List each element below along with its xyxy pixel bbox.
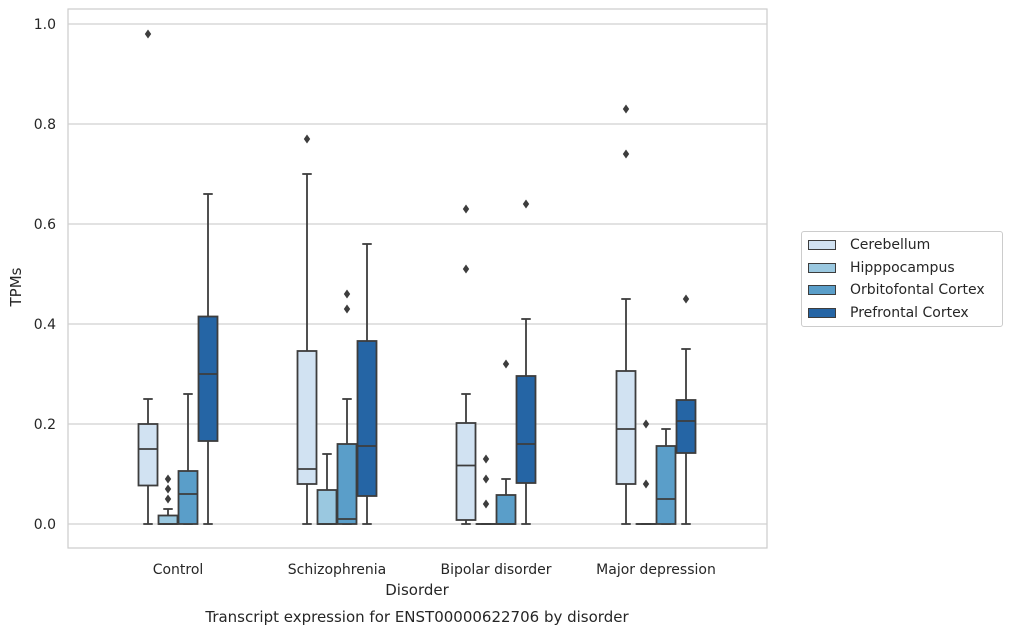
x-axis-ticks: Control Schizophrenia Bipolar disorder Majo… — [153, 562, 716, 578]
y-axis-ticks: 0.0 0.2 0.4 0.6 0.8 1.0 — [34, 17, 56, 533]
x-tick-label: Control — [153, 562, 204, 578]
box-prefrontal-cortex — [515, 199, 537, 525]
legend-swatch — [808, 240, 836, 250]
box-prefrontal-cortex — [356, 243, 378, 525]
box-iqr — [316, 489, 338, 525]
outlier-point — [622, 149, 630, 159]
outlier-point — [622, 104, 630, 114]
box-prefrontal-cortex — [675, 294, 697, 525]
box-hipppocampus — [475, 454, 497, 525]
box-iqr — [515, 375, 537, 484]
chart-caption: Transcript expression for ENST0000062270… — [204, 608, 629, 626]
box-iqr — [296, 350, 318, 485]
legend-item: Orbitofontal Cortex — [808, 280, 985, 300]
outlier-point — [343, 289, 351, 299]
box-iqr — [455, 422, 477, 521]
outlier-point — [682, 294, 690, 304]
box-iqr — [495, 494, 517, 525]
outlier-point — [164, 474, 172, 484]
box-orbitofontal-cortex — [655, 428, 677, 525]
box-iqr — [655, 445, 677, 525]
outlier-point — [642, 419, 650, 429]
legend-swatch — [808, 262, 836, 273]
outlier-point — [462, 264, 470, 274]
y-tick-label: 0.8 — [34, 117, 56, 133]
box-hipppocampus — [316, 453, 338, 525]
y-axis-label: TPMs — [7, 267, 25, 307]
legend-item: Cerebellum — [808, 235, 930, 255]
x-axis-label: Disorder — [385, 581, 449, 599]
legend-label: Cerebellum — [850, 237, 931, 253]
box-cerebellum — [455, 204, 477, 525]
x-tick-label: Schizophrenia — [288, 562, 386, 578]
y-tick-label: 0.2 — [34, 417, 56, 433]
box-orbitofontal-cortex — [336, 289, 358, 525]
box-iqr — [197, 315, 219, 442]
y-tick-label: 0.6 — [34, 217, 56, 233]
box-cerebellum — [296, 134, 318, 525]
box-hipppocampus — [157, 474, 179, 525]
y-tick-label: 1.0 — [34, 17, 56, 33]
outlier-point — [482, 454, 490, 464]
legend-label: Hipppocampus — [850, 259, 955, 276]
y-tick-label: 0.0 — [34, 517, 56, 533]
outlier-point — [502, 359, 510, 369]
y-tick-label: 0.4 — [34, 317, 56, 333]
outlier-point — [642, 479, 650, 489]
box-iqr — [157, 514, 179, 525]
outlier-point — [303, 134, 311, 144]
outlier-point — [164, 484, 172, 494]
box-groups — [137, 29, 697, 525]
legend-swatch — [808, 285, 836, 295]
box-hipppocampus — [635, 419, 657, 525]
box-iqr — [177, 470, 199, 525]
legend-item: Hipppocampus — [808, 258, 955, 278]
box-iqr — [137, 423, 159, 487]
box-iqr — [356, 340, 378, 497]
box-orbitofontal-cortex — [495, 359, 517, 525]
outlier-point — [164, 494, 172, 504]
outlier-point — [482, 474, 490, 484]
outlier-point — [522, 199, 530, 209]
box-cerebellum — [615, 104, 637, 525]
box-orbitofontal-cortex — [177, 393, 199, 525]
outlier-point — [462, 204, 470, 214]
x-tick-label: Major depression — [596, 562, 716, 578]
legend-item: Prefrontal Cortex — [808, 303, 969, 323]
outlier-point — [343, 304, 351, 314]
plot-area — [67, 8, 768, 549]
box-iqr — [675, 399, 697, 454]
box-iqr — [615, 370, 637, 485]
outlier-point — [482, 499, 490, 509]
x-tick-label: Bipolar disorder — [440, 562, 551, 578]
legend-label: Prefrontal Cortex — [850, 304, 969, 321]
box-iqr — [336, 443, 358, 525]
box-prefrontal-cortex — [197, 193, 219, 525]
legend-swatch — [808, 307, 836, 318]
legend-label: Orbitofontal Cortex — [850, 282, 985, 298]
legend: Cerebellum Hipppocampus Orbitofontal Corte… — [801, 231, 1003, 327]
box-cerebellum — [137, 29, 159, 525]
outlier-point — [144, 29, 152, 39]
